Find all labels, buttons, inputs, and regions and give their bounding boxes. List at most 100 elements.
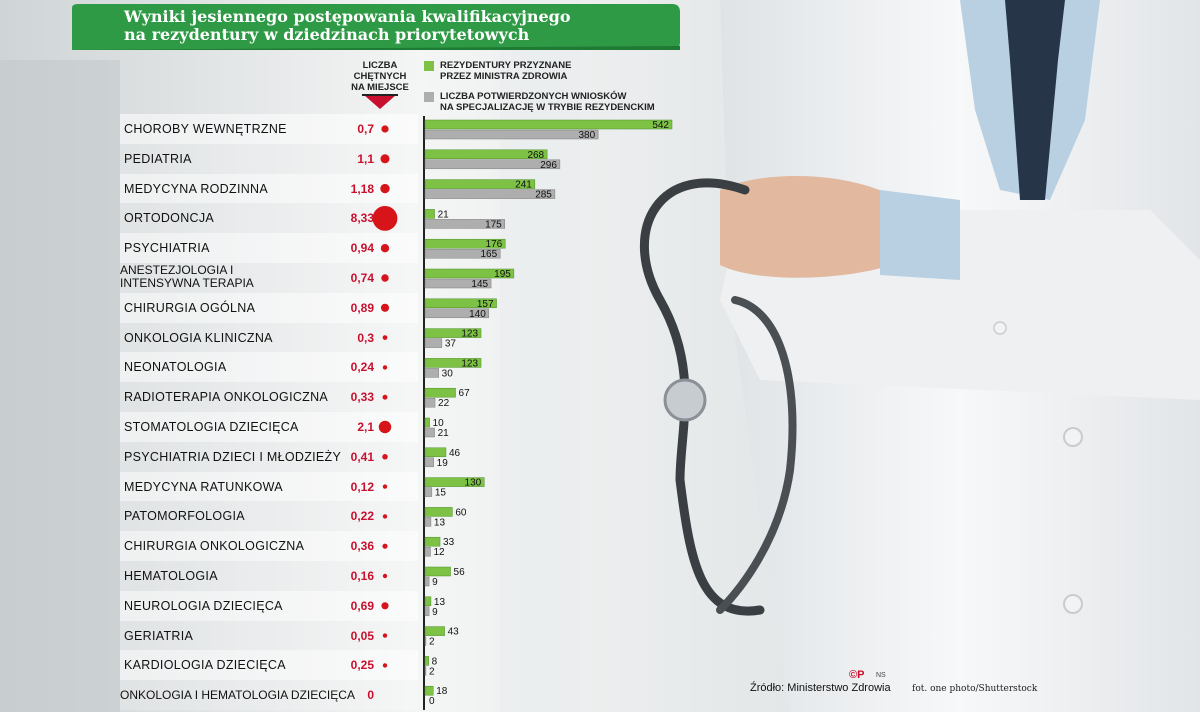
bar-applications <box>424 368 439 378</box>
bar-granted-value-label: 21 <box>438 209 450 220</box>
bar-granted <box>424 447 447 458</box>
bar-granted-value-label: 268 <box>527 150 544 161</box>
table-row: PEDIATRIA 1,1 <box>120 143 418 174</box>
specialty-label: PSYCHIATRIA DZIECI I MŁODZIEŻY <box>124 449 342 464</box>
ratio-dot <box>381 602 389 610</box>
ratio-value-label: 0,36 <box>350 539 374 554</box>
bar-granted <box>424 298 497 309</box>
specialty-label: MEDYCYNA RODZINNA <box>124 181 269 196</box>
photo-credit: fot. one photo/Shutterstock <box>912 684 1038 694</box>
bar-granted <box>424 358 482 368</box>
table-row: PATOMORFOLOGIA 0,22 <box>120 501 418 532</box>
ratio-value-label: 0,41 <box>350 449 374 464</box>
ratio-value-label: 2,1 <box>357 420 374 434</box>
ratio-value-label: 0,89 <box>350 300 374 315</box>
ratio-dot <box>378 420 392 434</box>
ratio-dot <box>382 484 388 489</box>
bar-granted-value-label: 13 <box>434 597 446 608</box>
bar-granted <box>424 685 434 696</box>
ratio-value-label: 0,3 <box>357 330 374 345</box>
table-row: MEDYCYNA RATUNKOWA 0,12 <box>120 471 418 502</box>
ratio-value-label: 0,12 <box>350 479 374 494</box>
bar-applications-value-label: 19 <box>437 458 449 469</box>
ratio-dot <box>381 274 389 282</box>
table-row: STOMATOLOGIA DZIECIĘCA 2,1 <box>120 412 418 442</box>
bar-granted <box>424 656 429 666</box>
ratio-dot <box>382 454 388 460</box>
specialty-label: CHIRURGIA OGÓLNA <box>124 300 256 315</box>
bar-applications-value-label: 9 <box>432 577 438 588</box>
bar-granted-value-label: 43 <box>448 627 460 638</box>
publisher-logo-suffix: NS <box>876 672 886 679</box>
ratio-value-label: 0,22 <box>350 509 374 524</box>
chart-title-line-2: na rezydentury w dziedzinach priorytetow… <box>124 25 530 44</box>
ratio-value-label: 0,69 <box>350 598 374 613</box>
bar-applications <box>424 487 433 497</box>
bar-granted-value-label: 241 <box>515 180 532 191</box>
bar-applications <box>424 666 427 676</box>
chart-title-line-1: Wyniki jesiennego postępowania kwalifika… <box>124 7 571 26</box>
bar-granted <box>424 238 506 249</box>
ratio-column-header: LICZBA CHĘTNYCH NA MIEJSCE <box>340 60 420 93</box>
title-banner-shape <box>72 4 680 50</box>
ratio-header-arrow-icon <box>362 94 398 109</box>
specialty-label: ONKOLOGIA I HEMATOLOGIA DZIECIĘCA <box>120 688 355 703</box>
bar-applications-value-label: 285 <box>535 190 552 201</box>
ratio-dot <box>382 543 388 549</box>
specialty-label: PSYCHIATRIA <box>124 241 210 256</box>
bar-applications-value-label: 30 <box>442 368 454 379</box>
bar-applications-value-label: 140 <box>469 309 486 320</box>
bar-granted <box>424 179 536 189</box>
bar-applications-value-label: 2 <box>429 666 435 677</box>
table-row: ORTODONCJA 8,33 <box>120 203 418 234</box>
title-banner: Wyniki jesiennego postępowania kwalifika… <box>72 4 680 50</box>
table-row: RADIOTERAPIA ONKOLOGICZNA 0,33 <box>120 382 418 412</box>
bar-applications <box>424 457 434 468</box>
bar-applications-value-label: 22 <box>438 398 450 409</box>
bar-applications <box>424 248 501 259</box>
legend-item-granted: REZYDENTURY PRZYZNANE PRZEZ MINISTRA ZDR… <box>424 60 571 82</box>
ratio-dot <box>380 183 390 194</box>
ratio-header-line-1: LICZBA <box>362 60 398 71</box>
ratio-value-label: 0,25 <box>350 658 374 673</box>
bar-applications <box>424 636 427 646</box>
specialty-label: PEDIATRIA <box>124 151 192 166</box>
ratio-value-label: 0,94 <box>350 241 374 256</box>
bar-applications-value-label: 165 <box>481 249 498 260</box>
specialty-label: PATOMORFOLOGIA <box>124 509 245 524</box>
chart-title: Wyniki jesiennego postępowania kwalifika… <box>124 8 644 44</box>
table-row: CHIRURGIA ONKOLOGICZNA 0,36 <box>120 531 418 561</box>
bar-granted-value-label: 176 <box>486 239 503 250</box>
specialty-label: HEMATOLOGIA <box>124 569 218 583</box>
bar-granted <box>424 119 673 130</box>
bar-granted <box>424 507 453 517</box>
legend-swatch-green <box>424 61 434 71</box>
bar-applications <box>424 338 443 348</box>
bar-granted-value-label: 10 <box>433 418 445 429</box>
bar-granted <box>424 596 432 607</box>
bar-granted-value-label: 157 <box>477 299 494 310</box>
ratio-value-label: 0,24 <box>350 360 374 375</box>
specialty-label: NEONATOLOGIA <box>124 360 227 375</box>
ratio-value-label: 0,33 <box>350 390 374 405</box>
ratio-dot <box>382 335 388 340</box>
legend-granted-line-2: PRZEZ MINISTRA ZDROWIA <box>440 71 568 82</box>
bar-granted-value-label: 60 <box>455 507 467 518</box>
ratio-dot <box>382 633 388 638</box>
table-row: MEDYCYNA RODZINNA 1,18 <box>120 173 418 204</box>
ratio-dot <box>381 125 389 133</box>
specialty-label: ANESTEZJOLOGIA I INTENSYWNA TERAPIA <box>120 263 254 290</box>
table-row: ONKOLOGIA KLINICZNA 0,3 <box>120 322 418 353</box>
bar-applications-value-label: 175 <box>485 219 502 230</box>
bar-applications <box>424 308 490 319</box>
specialty-label: GERIATRIA <box>124 628 194 643</box>
legend-granted-line-1: REZYDENTURY PRZYZNANE <box>440 60 572 71</box>
specialty-label: STOMATOLOGIA DZIECIĘCA <box>124 420 299 434</box>
bar-applications <box>424 278 492 289</box>
bar-granted <box>424 328 482 338</box>
bar-applications <box>424 517 432 527</box>
ratio-dot <box>382 394 388 400</box>
bar-applications-value-label: 296 <box>540 160 557 171</box>
bar-granted-value-label: 195 <box>494 269 511 280</box>
